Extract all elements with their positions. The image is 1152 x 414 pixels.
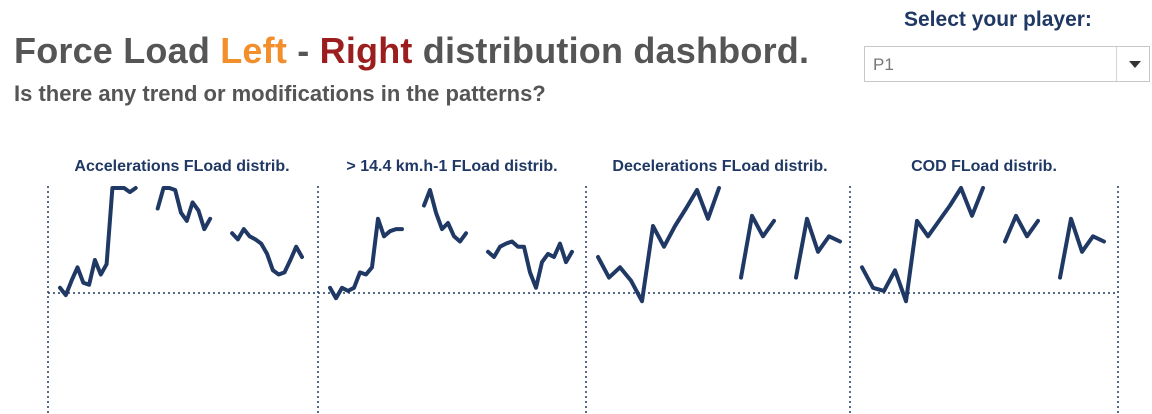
series-line-2-0 bbox=[596, 186, 721, 304]
title-left-word: Left bbox=[220, 30, 288, 71]
series-line-1-2 bbox=[486, 239, 574, 290]
panel-title-2: Decelerations FLoad distrib. bbox=[612, 158, 827, 175]
series-line-2-1 bbox=[739, 213, 776, 280]
select-divider bbox=[1116, 47, 1117, 81]
panel-title-3: COD FLoad distrib. bbox=[911, 158, 1057, 175]
series-line-2-2 bbox=[794, 216, 842, 280]
series-line-3-1 bbox=[1003, 213, 1040, 244]
player-select-value: P1 bbox=[873, 55, 894, 74]
force-load-chart: Accelerations FLoad distrib. > 14.4 km.h-… bbox=[47, 158, 1119, 414]
page-subtitle: Is there any trend or modifications in t… bbox=[14, 81, 546, 106]
chevron-down-icon[interactable] bbox=[1129, 61, 1141, 68]
series-line-3-2 bbox=[1058, 216, 1106, 280]
panel-title-1: > 14.4 km.h-1 FLoad distrib. bbox=[346, 158, 557, 175]
series-line-0-2 bbox=[230, 227, 304, 277]
series-line-1-0 bbox=[328, 216, 404, 301]
player-select[interactable]: P1 bbox=[864, 46, 1150, 82]
series-line-3-0 bbox=[860, 186, 985, 304]
player-select-label: Select your player: bbox=[904, 8, 1092, 31]
page-title: Force Load Left - Right distribution das… bbox=[14, 30, 809, 72]
panel-title-0: Accelerations FLoad distrib. bbox=[74, 158, 289, 175]
title-right-word: Right bbox=[319, 30, 413, 71]
series-line-0-0 bbox=[58, 186, 138, 298]
title-suffix: distribution dashbord. bbox=[412, 30, 810, 71]
title-prefix: Force Load bbox=[14, 30, 221, 71]
series-line-0-1 bbox=[155, 186, 213, 232]
title-separator: - bbox=[287, 30, 320, 71]
series-line-1-1 bbox=[422, 188, 468, 244]
